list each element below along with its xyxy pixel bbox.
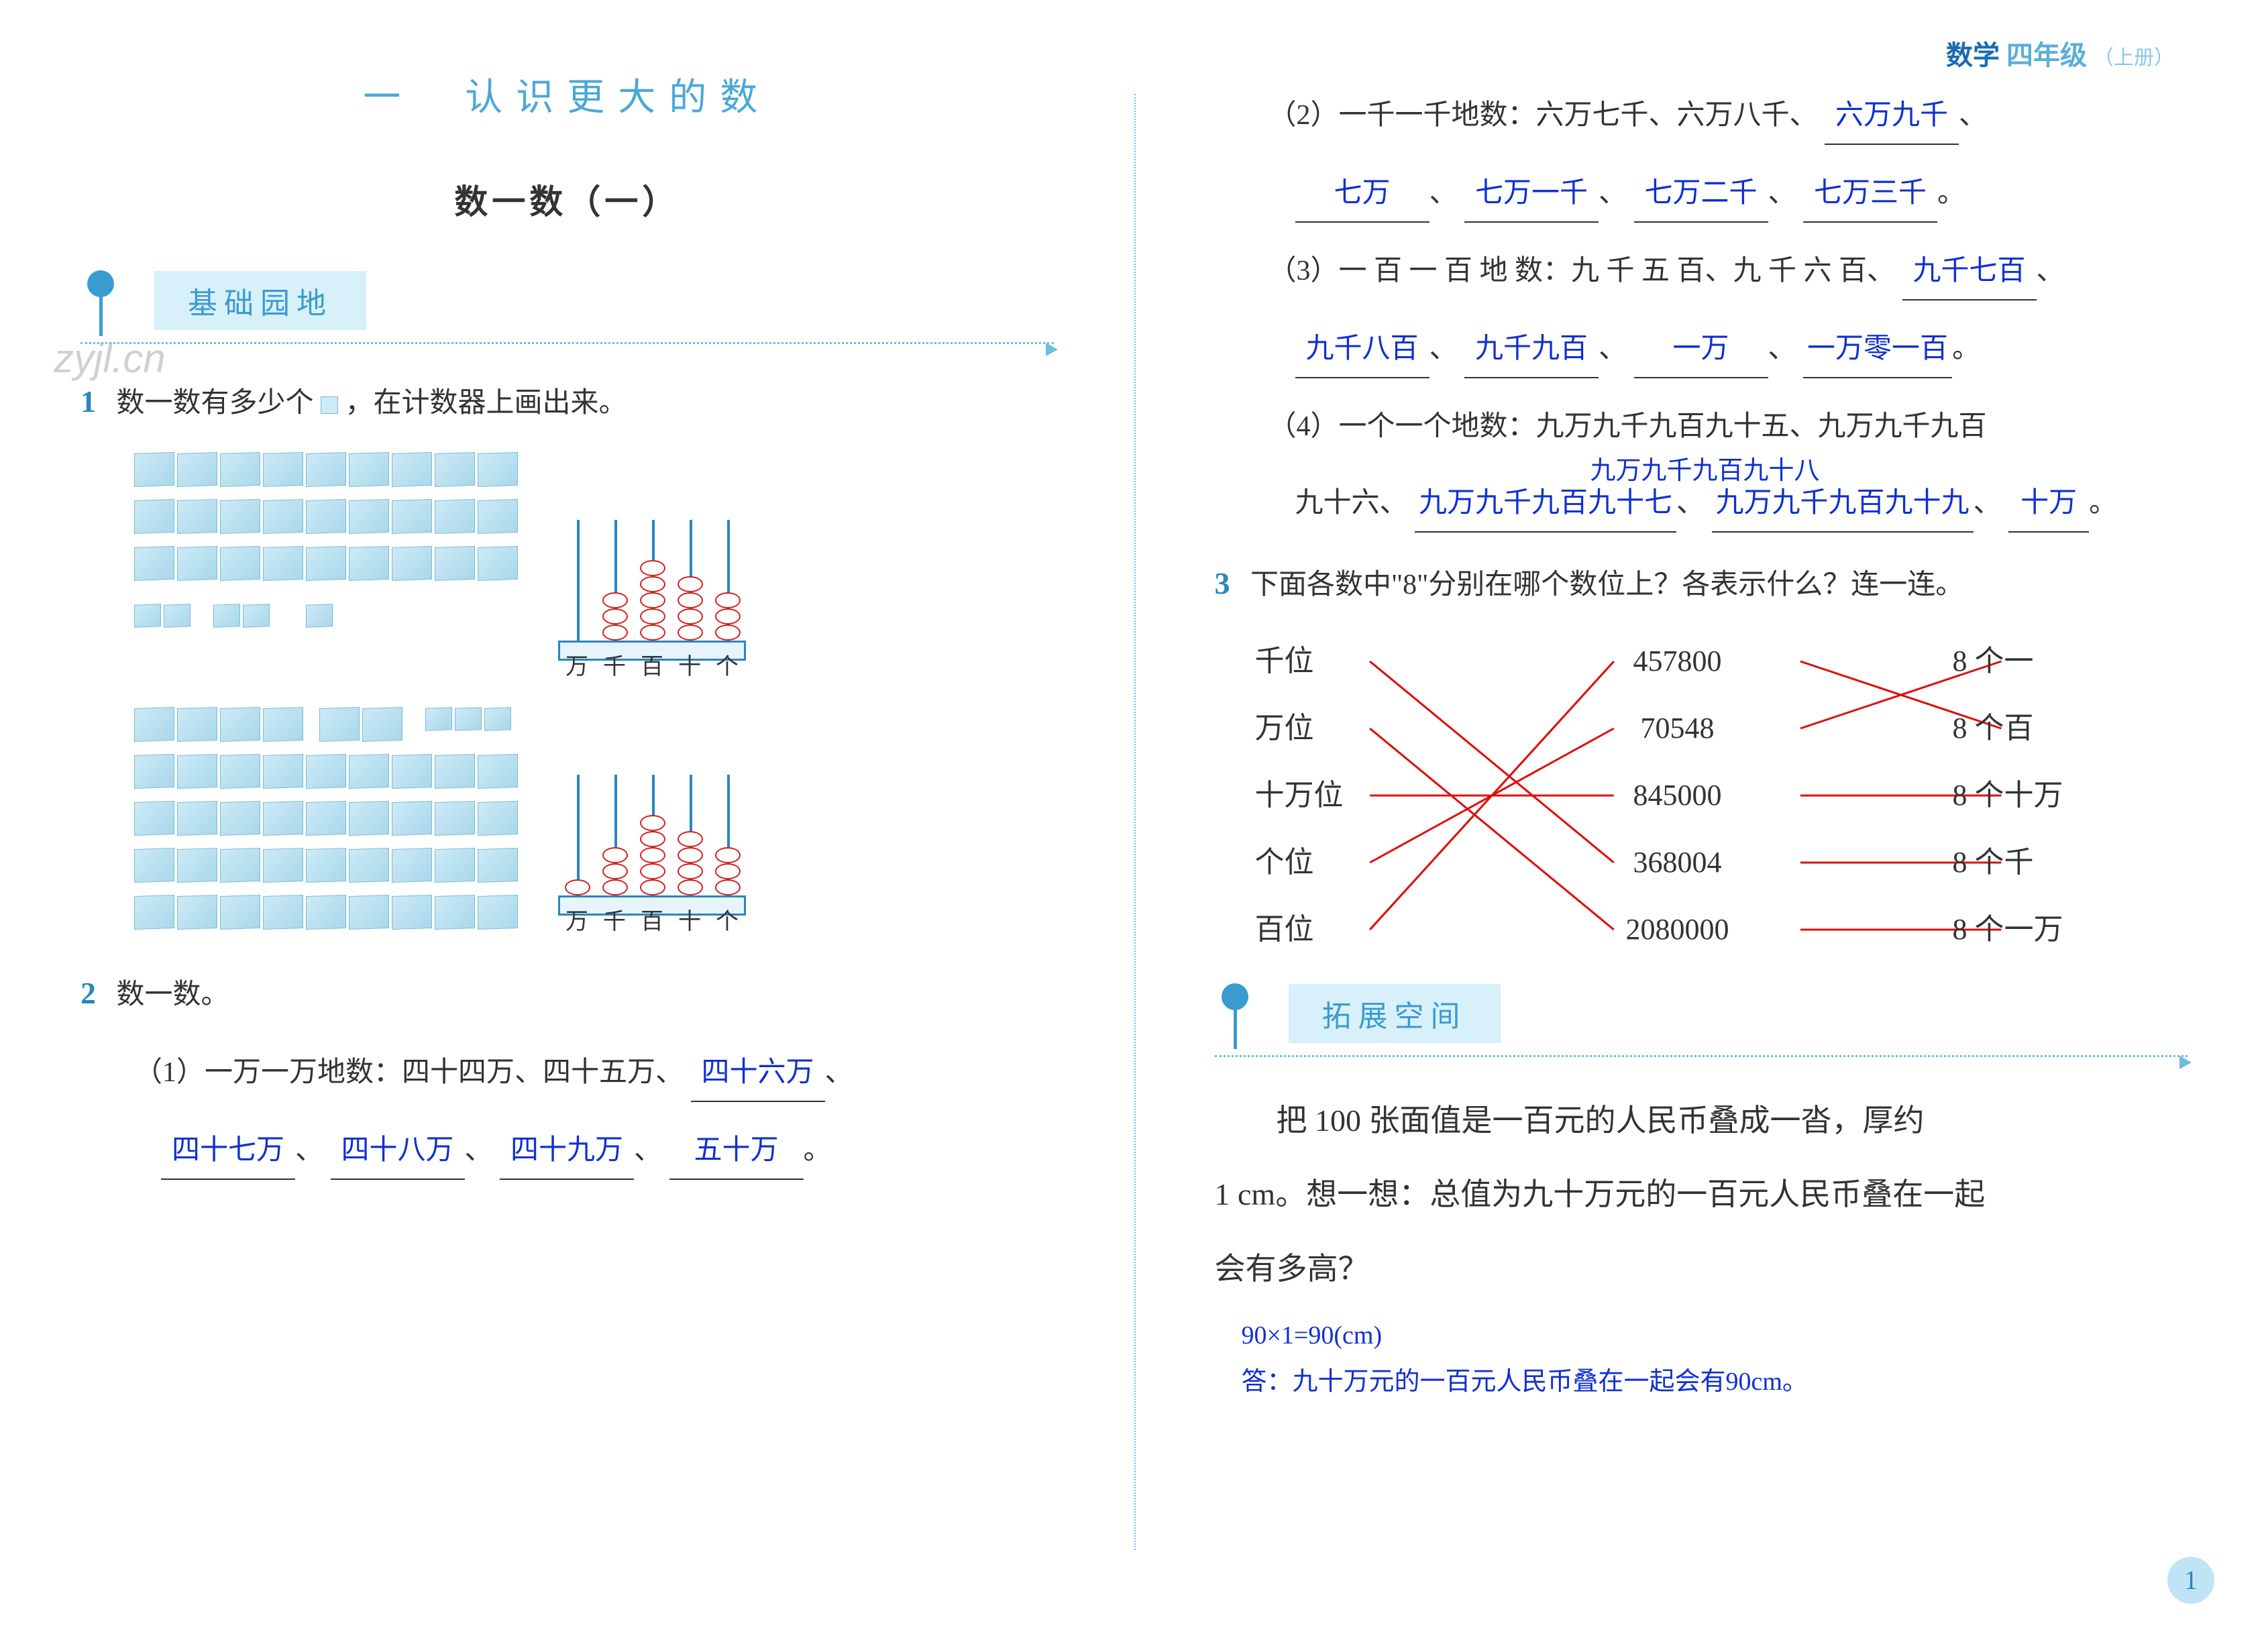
abacus-label: 十 [678, 903, 701, 936]
abacus-label: 百 [641, 648, 663, 681]
blank: 四十九万 [500, 1122, 634, 1180]
left-page: zyjl.cn 一 认识更大的数 数一数（一） 基础园地 1 数一数有多少个 ，… [0, 0, 1134, 1644]
lollipop-icon [80, 264, 154, 337]
q3-matching: 千位 万位 十万位 个位 百位 457800 70548 845000 3680… [1255, 641, 2188, 950]
blocks-group-2 [134, 708, 518, 936]
match-item: 万位 [1255, 708, 1389, 749]
wp-calc: 90×1=90(cm) [1242, 1313, 2188, 1358]
abacus-1-labels: 万 千 百 十 个 [558, 648, 746, 681]
blank: 九千九百 [1464, 321, 1599, 378]
q2p2-label: （2）一千一千地数：六万七千、六万八千、 [1268, 100, 1818, 131]
blank: 七万 [1295, 165, 1429, 223]
match-item: 个位 [1255, 842, 1389, 883]
q2-part-1b: 四十七万、 四十八万、 四十九万、 五十万。 [80, 1122, 1054, 1180]
q2p1-label: （1）一万一万地数：四十四万、四十五万、 [134, 1057, 684, 1088]
blank: 五十万 [669, 1122, 804, 1180]
match-item: 8 个千 [1953, 842, 2127, 883]
blank: 六万九千 [1825, 87, 1959, 145]
abacus-label: 个 [716, 648, 739, 681]
banner-basic: 基础园地 [80, 264, 1054, 337]
q1-figure-2: 万 千 百 十 个 [134, 708, 1054, 936]
abacus-label: 万 [565, 903, 588, 936]
q2p1-first: 四十六万 [691, 1044, 825, 1102]
match-item: 845000 [1590, 775, 1765, 816]
cube-icon [321, 396, 338, 414]
question-3: 3 下面各数中"8"分别在哪个数位上？各表示什么？连一连。 [1215, 553, 2188, 614]
match-item: 8 个百 [1953, 708, 2127, 749]
match-item: 368004 [1590, 842, 1765, 883]
q3-text: 下面各数中"8"分别在哪个数位上？各表示什么？连一连。 [1250, 569, 1963, 600]
abacus-label: 个 [716, 903, 739, 936]
lollipop-icon [1215, 977, 1289, 1050]
blank: 七万二千 [1634, 165, 1768, 223]
q2-part-3: （3）一 百 一 百 地 数：九 千 五 百、九 千 六 百、 九千七百、 [1215, 243, 2188, 300]
blank: 四十八万 [331, 1122, 465, 1180]
abacus-2-labels: 万 千 百 十 个 [558, 903, 746, 936]
match-left-col: 千位 万位 十万位 个位 百位 [1255, 641, 1389, 950]
abacus-label: 百 [641, 903, 663, 936]
q1-text2: ，在计数器上画出来。 [345, 388, 627, 419]
match-mid-col: 457800 70548 845000 368004 2080000 [1590, 641, 1765, 950]
q2p4-cont: 九十六、 [1295, 488, 1408, 518]
banner-expand-label: 拓展空间 [1289, 984, 1501, 1043]
blank: 七万三千 [1803, 165, 1937, 223]
page-number: 1 [2167, 1557, 2214, 1604]
match-item: 千位 [1255, 641, 1389, 681]
q2p4-label: （4）一个一个地数：九万九千九百九十五、九万九千九百 [1268, 411, 1987, 442]
q2-part-2: （2）一千一千地数：六万七千、六万八千、 六万九千、 [1215, 87, 2188, 145]
wp-line1: 把 100 张面值是一百元的人民币叠成一沓，厚约 [1277, 1103, 1925, 1138]
q2p4-annot: 九万九千九百九十八 [1590, 445, 1820, 496]
match-item: 2080000 [1590, 910, 1765, 950]
dotted-line [1215, 1055, 2188, 1057]
q2-part-3b: 九千八百、 九千九百、 一万、 一万零一百。 [1215, 321, 2188, 378]
q1-number: 1 [80, 384, 96, 419]
blank: 十万 [2008, 475, 2089, 533]
match-item: 8 个一 [1953, 641, 2127, 681]
q1-figure-1: 万 千 百 十 个 [134, 453, 1054, 681]
q2-part-2b: 七万、 七万一千、 七万二千、 七万三千。 [1215, 165, 2188, 223]
match-right-col: 8 个一 8 个百 8 个十万 8 个千 8 个一万 [1953, 641, 2127, 950]
blank: 九千七百 [1902, 243, 2037, 300]
abacus-2: 万 千 百 十 个 [558, 748, 746, 936]
banner-expand: 拓展空间 [1215, 977, 2188, 1050]
abacus-label: 十 [678, 648, 701, 681]
blank: 四十七万 [161, 1122, 295, 1180]
q1-text: 数一数有多少个 [117, 388, 314, 419]
wp-line2: 1 cm。想一想：总值为九十万元的一百元人民币叠在一起 [1215, 1177, 1986, 1211]
abacus-label: 千 [603, 648, 626, 681]
q2-text: 数一数。 [117, 979, 229, 1010]
match-item: 百位 [1255, 910, 1389, 950]
match-item: 70548 [1590, 708, 1765, 749]
word-problem-answer: 90×1=90(cm) 答：九十万元的一百元人民币叠在一起会有90cm。 [1215, 1313, 2188, 1405]
match-item: 8 个十万 [1953, 775, 2127, 816]
blank: 一万 [1634, 321, 1768, 378]
q2p3-label: （3）一 百 一 百 地 数：九 千 五 百、九 千 六 百、 [1268, 256, 1896, 286]
wp-line3: 会有多高？ [1215, 1252, 1369, 1286]
blank: 七万一千 [1464, 165, 1599, 223]
match-item: 十万位 [1255, 775, 1389, 816]
abacus-1: 万 千 百 十 个 [558, 493, 746, 681]
section-title: 数一数（一） [80, 175, 1054, 223]
q2-part-4b: 九万九千九百九十八 九十六、 九万九千九百九十七、 九万九千九百九十九、 十万。 [1215, 475, 2188, 533]
question-1: 1 数一数有多少个 ，在计数器上画出来。 [80, 371, 1054, 433]
chapter-title: 一 认识更大的数 [80, 67, 1054, 121]
wp-ans: 答：九十万元的一百元人民币叠在一起会有90cm。 [1242, 1359, 2188, 1405]
match-item: 8 个一万 [1953, 910, 2127, 950]
blocks-group-1 [134, 453, 518, 681]
question-2: 2 数一数。 [80, 963, 1054, 1024]
match-item: 457800 [1590, 641, 1765, 681]
q2-number: 2 [80, 976, 96, 1010]
blank: 九千八百 [1295, 321, 1429, 378]
q2-part-1: （1）一万一万地数：四十四万、四十五万、 四十六万、 [80, 1044, 1054, 1102]
right-page: （2）一千一千地数：六万七千、六万八千、 六万九千、 七万、 七万一千、 七万二… [1134, 0, 2268, 1644]
word-problem: 把 100 张面值是一百元的人民币叠成一沓，厚约 1 cm。想一想：总值为九十万… [1215, 1084, 2188, 1306]
blank: 一万零一百 [1803, 321, 1952, 378]
dotted-line [80, 342, 1054, 344]
abacus-label: 万 [565, 648, 588, 681]
banner-basic-label: 基础园地 [154, 271, 366, 330]
q3-number: 3 [1215, 566, 1230, 600]
abacus-label: 千 [603, 903, 626, 936]
